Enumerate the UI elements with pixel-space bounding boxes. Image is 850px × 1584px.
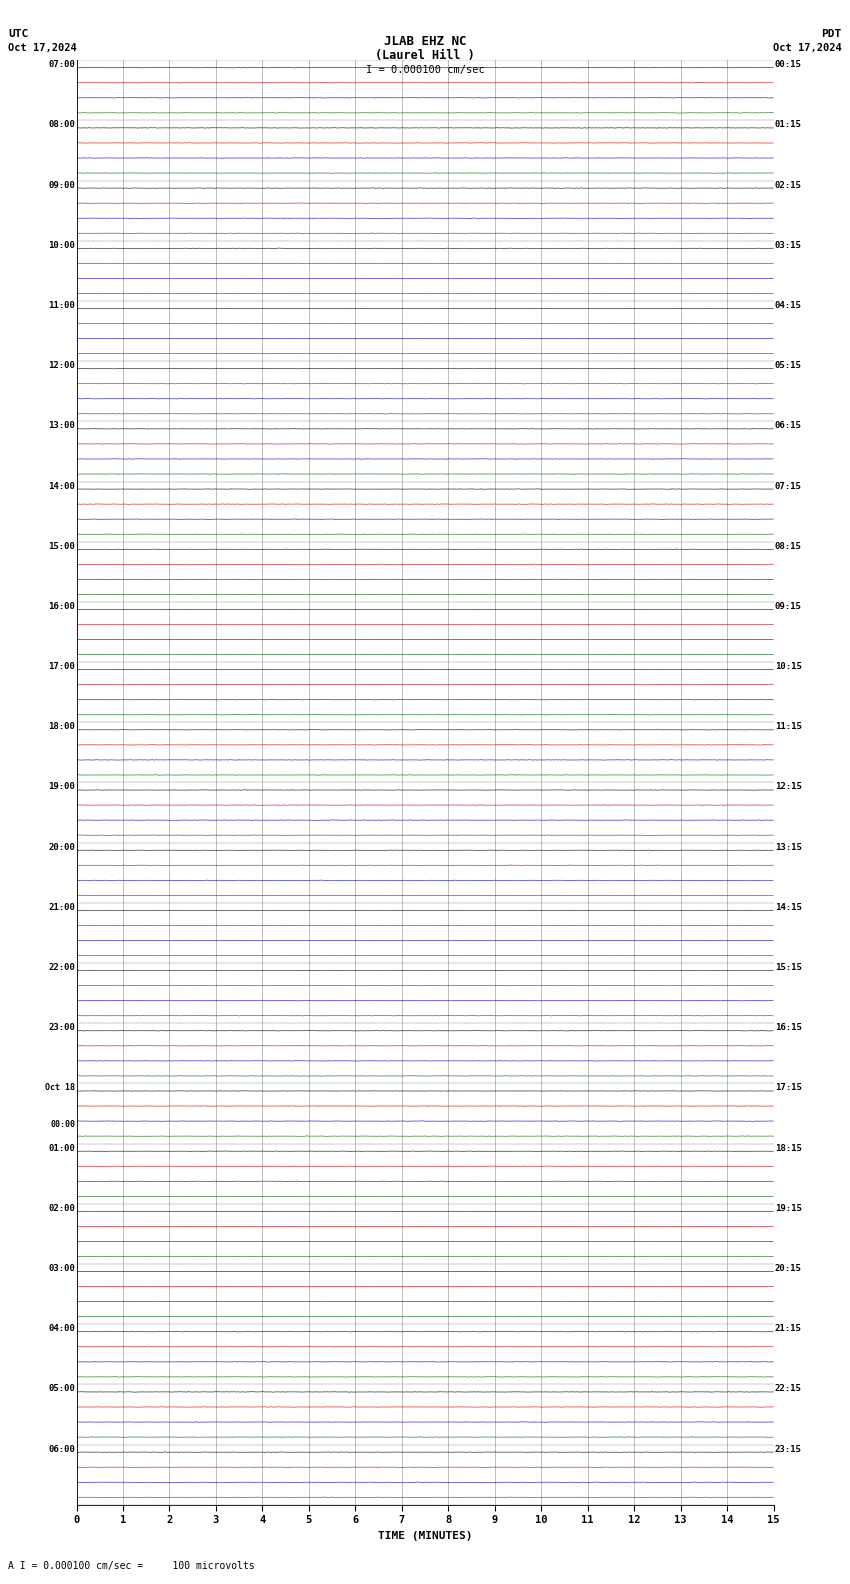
Text: 11:00: 11:00 [48, 301, 75, 310]
Text: (Laurel Hill ): (Laurel Hill ) [375, 49, 475, 62]
X-axis label: TIME (MINUTES): TIME (MINUTES) [377, 1530, 473, 1541]
Text: PDT: PDT [821, 29, 842, 38]
Text: 02:00: 02:00 [48, 1204, 75, 1213]
Text: 14:00: 14:00 [48, 482, 75, 491]
Text: A I = 0.000100 cm/sec =     100 microvolts: A I = 0.000100 cm/sec = 100 microvolts [8, 1562, 255, 1571]
Text: 00:15: 00:15 [775, 60, 802, 70]
Text: 03:15: 03:15 [775, 241, 802, 250]
Text: 23:15: 23:15 [775, 1445, 802, 1454]
Text: 22:00: 22:00 [48, 963, 75, 973]
Text: 03:00: 03:00 [48, 1264, 75, 1274]
Text: UTC: UTC [8, 29, 29, 38]
Text: 14:15: 14:15 [775, 903, 802, 912]
Text: 13:00: 13:00 [48, 421, 75, 431]
Text: 20:15: 20:15 [775, 1264, 802, 1274]
Text: 08:00: 08:00 [48, 120, 75, 130]
Text: 15:00: 15:00 [48, 542, 75, 551]
Text: 17:15: 17:15 [775, 1083, 802, 1093]
Text: 09:15: 09:15 [775, 602, 802, 611]
Text: 16:00: 16:00 [48, 602, 75, 611]
Text: 16:15: 16:15 [775, 1023, 802, 1033]
Text: 17:00: 17:00 [48, 662, 75, 672]
Text: 22:15: 22:15 [775, 1384, 802, 1394]
Text: 19:00: 19:00 [48, 782, 75, 792]
Text: 04:15: 04:15 [775, 301, 802, 310]
Text: 20:00: 20:00 [48, 843, 75, 852]
Text: 18:15: 18:15 [775, 1144, 802, 1153]
Text: Oct 17,2024: Oct 17,2024 [8, 43, 77, 52]
Text: 05:00: 05:00 [48, 1384, 75, 1394]
Text: 08:15: 08:15 [775, 542, 802, 551]
Text: 19:15: 19:15 [775, 1204, 802, 1213]
Text: 02:15: 02:15 [775, 181, 802, 190]
Text: 11:15: 11:15 [775, 722, 802, 732]
Text: 15:15: 15:15 [775, 963, 802, 973]
Text: 21:00: 21:00 [48, 903, 75, 912]
Text: 21:15: 21:15 [775, 1324, 802, 1334]
Text: 06:00: 06:00 [48, 1445, 75, 1454]
Text: 05:15: 05:15 [775, 361, 802, 371]
Text: 06:15: 06:15 [775, 421, 802, 431]
Text: 09:00: 09:00 [48, 181, 75, 190]
Text: 12:15: 12:15 [775, 782, 802, 792]
Text: I = 0.000100 cm/sec: I = 0.000100 cm/sec [366, 65, 484, 74]
Text: 23:00: 23:00 [48, 1023, 75, 1033]
Text: 07:15: 07:15 [775, 482, 802, 491]
Text: 01:00: 01:00 [48, 1144, 75, 1153]
Text: Oct 18: Oct 18 [45, 1083, 75, 1093]
Text: JLAB EHZ NC: JLAB EHZ NC [383, 35, 467, 48]
Text: 10:00: 10:00 [48, 241, 75, 250]
Text: 13:15: 13:15 [775, 843, 802, 852]
Text: 12:00: 12:00 [48, 361, 75, 371]
Text: 18:00: 18:00 [48, 722, 75, 732]
Text: 07:00: 07:00 [48, 60, 75, 70]
Text: 01:15: 01:15 [775, 120, 802, 130]
Text: 04:00: 04:00 [48, 1324, 75, 1334]
Text: 10:15: 10:15 [775, 662, 802, 672]
Text: Oct 17,2024: Oct 17,2024 [773, 43, 842, 52]
Text: 00:00: 00:00 [50, 1120, 75, 1128]
